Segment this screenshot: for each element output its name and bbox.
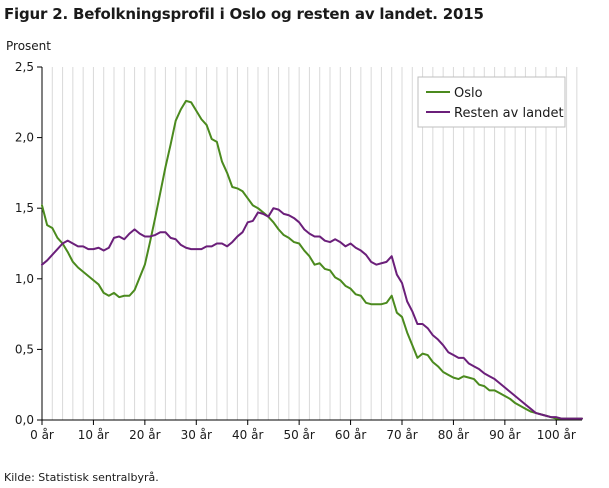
series-line-resten-av-landet: [41, 207, 583, 420]
x-tick-label: 90 år: [489, 428, 520, 442]
x-tick-label: 0 år: [30, 428, 54, 442]
x-tick-label: 80 år: [438, 428, 469, 442]
x-tick-label: 30 år: [181, 428, 212, 442]
figure-title: Figur 2. Befolkningsprofil i Oslo og res…: [4, 5, 484, 23]
axes: 0,0 0,5 1,0 1,5 2,0 2,5 0 år 10 år 20 år 30 år 40 …: [6, 39, 582, 442]
x-tick-label: 20 år: [129, 428, 160, 442]
legend-label: Oslo: [454, 86, 483, 101]
y-tick-label: 0,0: [15, 413, 34, 427]
source-note: Kilde: Statistisk sentralbyrå.: [4, 471, 159, 484]
x-tick-label: 70 år: [386, 428, 417, 442]
legend-label: Resten av landet: [454, 106, 564, 121]
x-tick-label: 50 år: [283, 428, 314, 442]
x-tick-label: 60 år: [335, 428, 366, 442]
legend: Oslo Resten av landet: [417, 76, 566, 128]
series-line-oslo: [41, 99, 583, 420]
x-tick-label: 10 år: [78, 428, 109, 442]
x-tick-label: 40 år: [232, 428, 263, 442]
y-tick-label: 1,5: [15, 201, 34, 215]
y-tick-label: 2,5: [15, 60, 34, 74]
legend-box: [417, 76, 566, 128]
y-tick-label: 0,5: [15, 342, 34, 356]
y-tick-label: 1,0: [15, 272, 34, 286]
y-axis-title: Prosent: [6, 39, 51, 53]
x-tick-label: 100 år: [537, 428, 576, 442]
series-lines: [41, 99, 583, 420]
y-tick-label: 2,0: [15, 131, 34, 145]
